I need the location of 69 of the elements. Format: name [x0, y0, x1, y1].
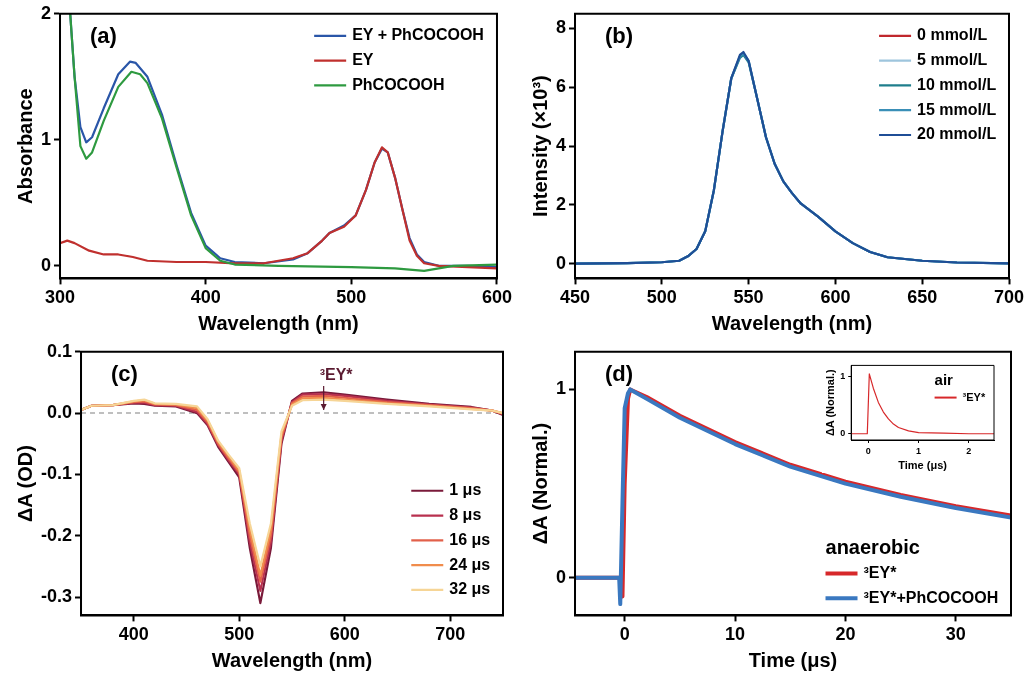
x-tick-label: 500 [224, 624, 255, 645]
legend-title: air [934, 370, 954, 388]
y-axis-title: Intensity (×10³) [528, 75, 551, 217]
y-axis-title: ΔA (Normal.) [528, 422, 551, 545]
x-tick-label: 450 [559, 287, 591, 308]
x-tick-label: 550 [733, 287, 764, 308]
x-tick-label: 500 [646, 287, 677, 308]
annotation: (c) [111, 360, 138, 386]
y-tick-label: 2 [556, 193, 567, 214]
x-tick-label: 0 [865, 445, 871, 456]
y-tick-label: 1 [556, 378, 567, 399]
y-tick-label: -0.2 [40, 524, 73, 545]
annotation: (b) [605, 22, 634, 48]
x-axis-title: Time (μs) [748, 648, 838, 671]
legend-label: 16 μs [449, 530, 491, 548]
x-tick-label: 300 [44, 287, 76, 308]
legend-label: 24 μs [449, 555, 491, 573]
x-tick-label: 700 [435, 624, 466, 645]
y-tick-label: 0.0 [46, 402, 73, 423]
legend-label: 32 μs [449, 580, 491, 598]
y-axis-title: Absorbance [13, 88, 36, 204]
x-tick-label: 400 [190, 287, 221, 308]
legend-label: EY + PhCOCOOH [352, 26, 484, 44]
x-tick-label: 400 [118, 624, 149, 645]
legend-label: 20 mmol/L [917, 125, 997, 143]
y-tick-label: -0.3 [40, 585, 73, 606]
y-tick-label: 8 [556, 17, 567, 38]
annotation: (a) [90, 22, 117, 48]
x-axis-title: Time (μs) [898, 459, 948, 472]
annotation: (d) [605, 360, 634, 386]
x-tick-label: 600 [820, 287, 851, 308]
x-tick-label: 20 [835, 624, 856, 645]
y-tick-label: -0.1 [40, 463, 73, 484]
x-tick-label: 500 [336, 287, 367, 308]
legend-label: 10 mmol/L [917, 75, 997, 93]
y-tick-label: 1 [41, 128, 52, 149]
x-tick-label: 0 [619, 624, 630, 645]
y-axis-title: ΔA (Normal.) [823, 368, 836, 437]
legend-label: PhCOCOOH [352, 75, 445, 93]
legend-label: ³EY*+PhCOCOOH [863, 588, 999, 606]
x-tick-label: 1 [916, 445, 922, 456]
x-tick-label: 2 [966, 445, 972, 456]
x-axis-title: Wavelength (nm) [198, 311, 359, 334]
y-tick-label: 0 [556, 566, 567, 587]
annotation: ³EY* [319, 366, 354, 384]
legend-label: 5 mmol/L [917, 51, 988, 69]
x-tick-label: 600 [329, 624, 360, 645]
x-tick-label: 10 [725, 624, 746, 645]
y-tick-label: 6 [556, 76, 567, 97]
y-tick-label: 0 [556, 252, 567, 273]
y-tick-label: 4 [556, 135, 567, 156]
legend-label: 1 μs [449, 481, 482, 499]
legend-label: ³EY* [863, 563, 898, 581]
y-axis-title: ΔA (OD) [13, 445, 36, 523]
legend-title: anaerobic [825, 536, 920, 559]
legend-label: 15 mmol/L [917, 100, 997, 118]
legend-label: 8 μs [449, 505, 482, 523]
x-tick-label: 600 [481, 287, 513, 308]
x-axis-title: Wavelength (nm) [711, 311, 873, 334]
x-tick-label: 30 [945, 624, 966, 645]
y-tick-label: 0.1 [46, 340, 73, 361]
y-tick-label: 0 [41, 254, 52, 275]
x-axis-title: Wavelength (nm) [211, 648, 373, 671]
x-tick-label: 650 [907, 287, 938, 308]
legend-label: 0 mmol/L [917, 26, 988, 44]
x-tick-label: 700 [993, 287, 1025, 308]
legend-label: EY [352, 51, 374, 69]
y-tick-label: 2 [41, 2, 52, 23]
legend-label: ³EY* [962, 390, 986, 403]
